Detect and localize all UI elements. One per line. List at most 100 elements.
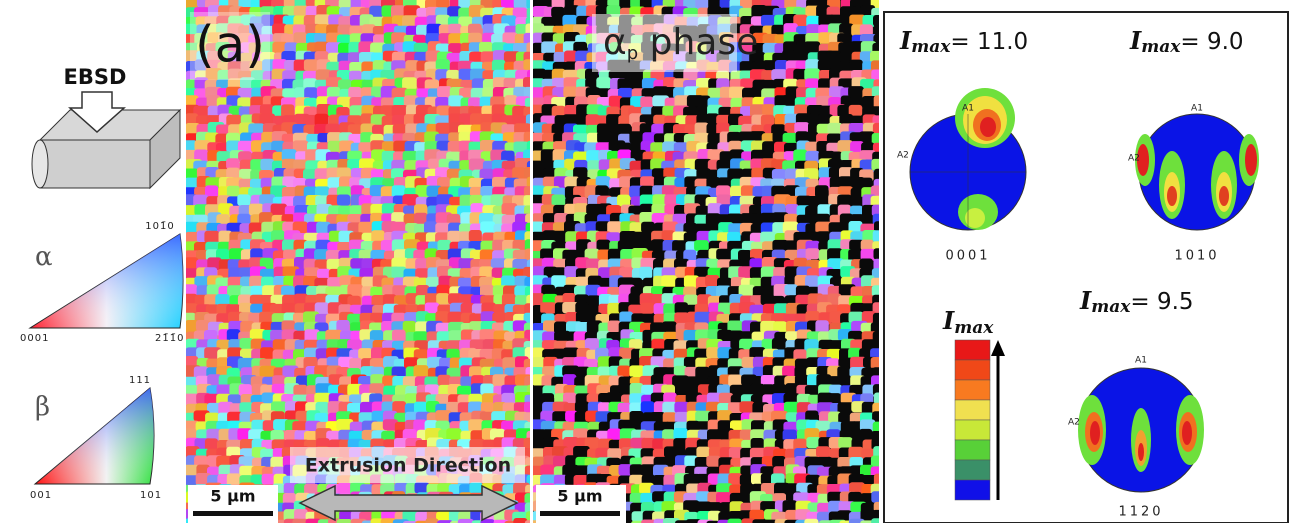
axis-a2: A2 bbox=[1128, 154, 1140, 164]
grain bbox=[458, 519, 474, 523]
grain bbox=[772, 169, 786, 180]
grain bbox=[552, 195, 566, 207]
imax-sub: max bbox=[911, 37, 951, 57]
alpha-symbol: α bbox=[35, 242, 53, 272]
grain bbox=[337, 483, 352, 495]
intensity-level bbox=[955, 440, 990, 460]
axis-a1: A1 bbox=[962, 104, 974, 114]
grain bbox=[596, 77, 611, 89]
grain bbox=[540, 302, 556, 314]
grain bbox=[438, 375, 451, 386]
grain bbox=[196, 320, 210, 331]
grain bbox=[838, 437, 852, 448]
grain bbox=[761, 15, 776, 26]
contour bbox=[1219, 186, 1229, 206]
grain bbox=[337, 519, 353, 523]
contour bbox=[1245, 144, 1257, 176]
block-end bbox=[32, 140, 48, 188]
ebsd-label: EBSD bbox=[64, 65, 127, 89]
alpha-triangle-shade bbox=[30, 234, 183, 328]
axis-a2: A2 bbox=[1068, 418, 1080, 428]
grain bbox=[358, 222, 373, 234]
grain bbox=[771, 69, 787, 81]
grain bbox=[772, 456, 785, 468]
pole-disc bbox=[1139, 114, 1255, 230]
intensity-level bbox=[955, 340, 990, 360]
scale-bar-label: 5 µm bbox=[210, 487, 255, 506]
grain bbox=[271, 204, 287, 216]
grain bbox=[608, 321, 621, 333]
grain bbox=[640, 97, 653, 108]
grain bbox=[782, 366, 796, 377]
grain bbox=[469, 482, 482, 494]
beta-symbol: β bbox=[35, 392, 50, 422]
grain bbox=[563, 86, 577, 97]
grain bbox=[294, 32, 307, 44]
legend-sub: max bbox=[954, 318, 994, 338]
grain bbox=[782, 95, 796, 107]
imax-sub: max bbox=[1141, 37, 1181, 57]
alpha-top: 101̄0 bbox=[145, 221, 174, 232]
beta-top: 111 bbox=[129, 375, 151, 386]
grain bbox=[358, 348, 372, 360]
intensity-level bbox=[955, 400, 990, 420]
phase-sub: p bbox=[627, 43, 638, 64]
contour bbox=[1167, 186, 1177, 206]
grain bbox=[639, 267, 652, 279]
imax-sub: max bbox=[1091, 297, 1131, 317]
intensity-level bbox=[955, 420, 990, 440]
alpha-left: 0001 bbox=[20, 333, 49, 344]
grain bbox=[426, 518, 439, 523]
grain bbox=[871, 491, 885, 503]
axis-a1: A1 bbox=[1191, 104, 1203, 114]
block-front bbox=[40, 140, 150, 188]
grain bbox=[237, 194, 250, 206]
intensity-scale bbox=[955, 340, 990, 500]
intensity-level bbox=[955, 480, 990, 500]
grain bbox=[815, 185, 829, 198]
plane-label: 1010 bbox=[1174, 249, 1219, 264]
plane-label: 0001 bbox=[945, 249, 990, 264]
grain bbox=[469, 230, 482, 242]
phase-alpha: α bbox=[603, 22, 627, 63]
axis-a2: A2 bbox=[897, 151, 909, 161]
scale-bar bbox=[193, 511, 273, 516]
imax-i: I bbox=[1079, 286, 1092, 315]
ebsd-map-b bbox=[529, 0, 890, 523]
contour bbox=[1090, 421, 1100, 445]
intensity-level bbox=[955, 380, 990, 400]
intensity-level bbox=[955, 360, 990, 380]
grain bbox=[641, 401, 655, 413]
grain bbox=[662, 321, 677, 333]
grain bbox=[728, 519, 742, 523]
contour bbox=[980, 117, 996, 137]
imax-i: I bbox=[1129, 26, 1142, 55]
grain bbox=[806, 248, 820, 259]
grain bbox=[751, 438, 764, 449]
imax-value: = 9.5 bbox=[1130, 289, 1193, 315]
imax-value: = 9.0 bbox=[1180, 29, 1243, 55]
figure: EBSD α 101̄0 0001 21̄1̄0 β 111 001 101 (… bbox=[0, 0, 1290, 523]
panel-label: (a) bbox=[195, 16, 265, 74]
phase-rest: phase bbox=[638, 22, 758, 63]
scale-bar bbox=[540, 511, 620, 516]
grain bbox=[816, 446, 830, 457]
grain bbox=[716, 249, 733, 260]
grain bbox=[629, 365, 644, 377]
grain bbox=[293, 385, 307, 396]
contour bbox=[1138, 443, 1144, 461]
imax-i: I bbox=[899, 26, 912, 55]
grain bbox=[617, 366, 630, 377]
intensity-level bbox=[955, 460, 990, 480]
ebsd-schematic: EBSD bbox=[32, 65, 180, 188]
grain bbox=[640, 303, 654, 314]
phase-label: αp phase bbox=[603, 22, 758, 64]
beta-triangle-shade bbox=[35, 388, 154, 484]
axis-a1: A1 bbox=[1135, 356, 1147, 366]
contour bbox=[1182, 421, 1192, 445]
beta-right: 101 bbox=[140, 490, 162, 501]
grain bbox=[392, 330, 406, 342]
grain bbox=[414, 365, 429, 378]
grain bbox=[304, 59, 318, 71]
plane-label: 1120 bbox=[1118, 505, 1163, 520]
